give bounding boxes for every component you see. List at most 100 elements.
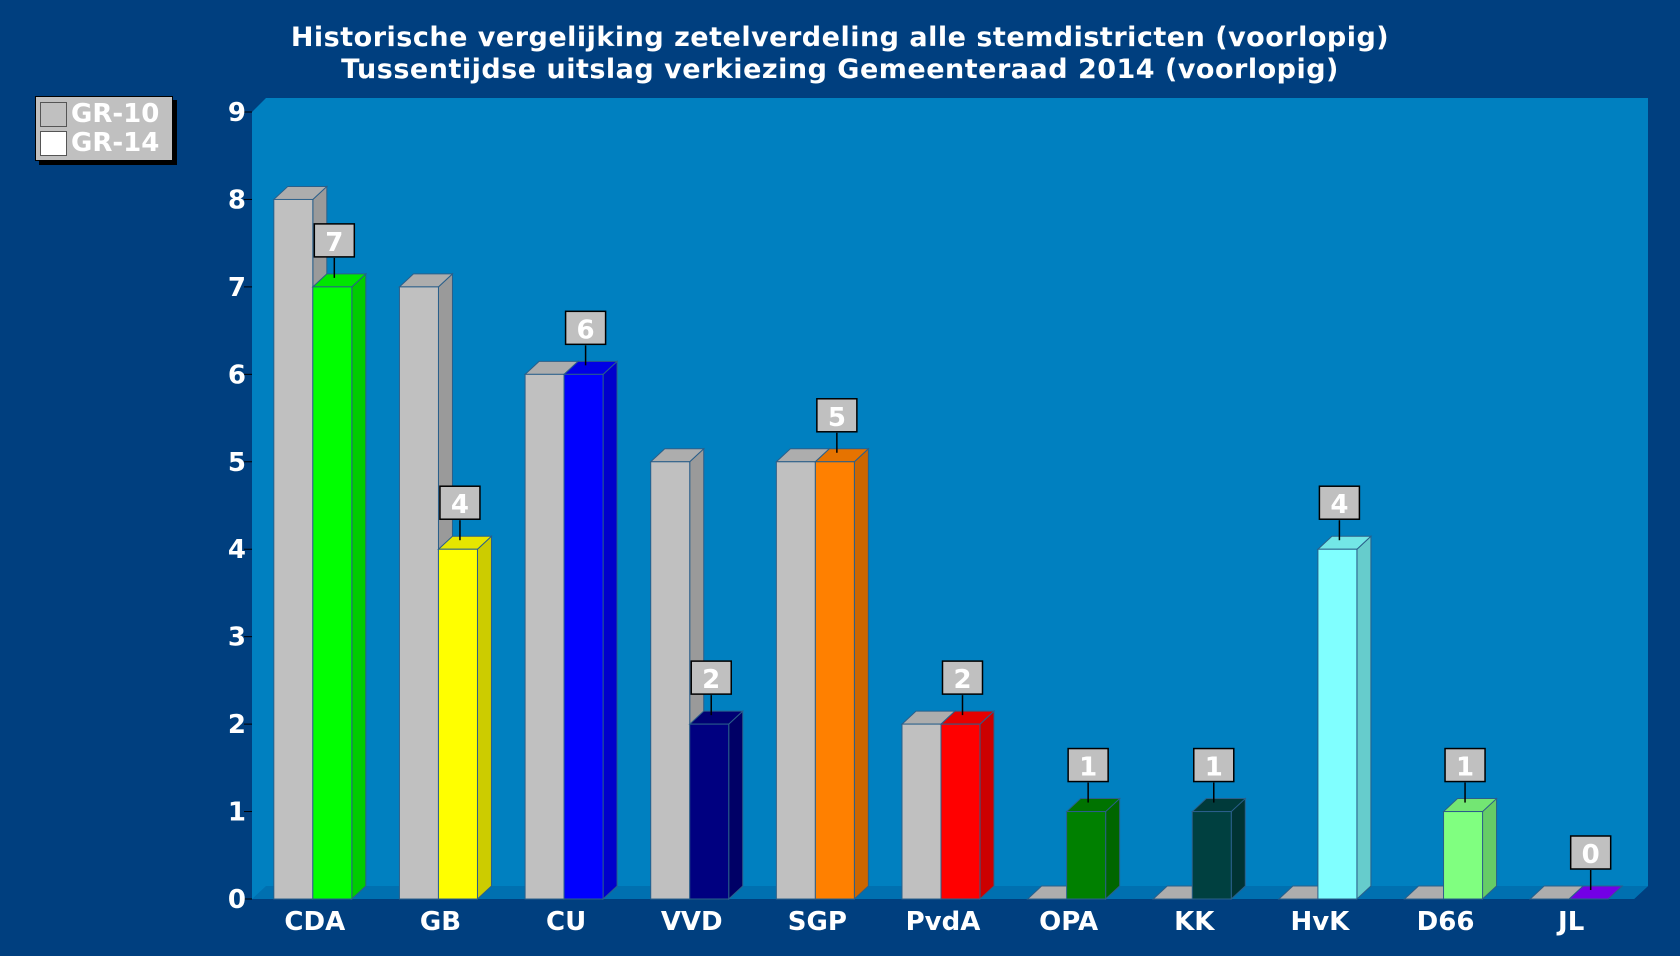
x-tick-label-kk: KK — [1174, 907, 1215, 937]
bar-gr14-jl-top — [1567, 885, 1624, 900]
legend-swatch-gr14 — [40, 130, 67, 156]
bar-gr14-opa-front — [1066, 811, 1107, 900]
legend-swatch-gr10 — [40, 101, 67, 127]
data-label-box — [1444, 747, 1486, 783]
bar-gr14-kk-front — [1191, 811, 1232, 900]
data-label-box — [1067, 747, 1109, 783]
data-label-value: 0 — [1582, 840, 1600, 870]
legend-label-gr14: GR-14 — [71, 128, 160, 158]
bar-gr14-d66 — [1442, 797, 1498, 901]
data-label-box — [439, 485, 481, 520]
data-label-value: 1 — [1456, 753, 1474, 783]
y-tick-label: 3 — [228, 623, 246, 653]
bar-gr14-gb-side — [476, 535, 492, 901]
data-labels: 7 4 6 2 5 2 1 1 4 1 0 — [313, 223, 1612, 890]
bar-gr14-vvd — [688, 709, 745, 901]
data-label-value: 4 — [1330, 490, 1348, 520]
y-tick-label: 4 — [228, 535, 246, 565]
bar-gr10-pvda-front — [901, 723, 942, 900]
x-tick-label-jl: JL — [1556, 907, 1584, 937]
legend: GR-10 GR-14 — [35, 96, 173, 161]
bar-gr14-cda — [311, 272, 368, 901]
data-label-value: 2 — [702, 665, 720, 695]
x-tick-label-opa: OPA — [1039, 907, 1098, 937]
legend-item-gr14: GR-14 — [40, 129, 159, 157]
bar-gr14-gb-front — [437, 548, 478, 900]
bar-gr14-sgp-front — [814, 461, 855, 900]
data-label-box — [941, 660, 984, 695]
bar-gr14-cda-front — [312, 286, 353, 900]
chart-subtitle: Tussentijdse uitslag verkiezing Gemeente… — [341, 54, 1339, 85]
data-label-value: 2 — [953, 665, 971, 695]
x-tick-label-vvd: VVD — [661, 907, 723, 937]
x-tick-label-gb: GB — [420, 907, 461, 937]
bar-gr14-cda-side — [351, 272, 367, 901]
x-tick-label-sgp: SGP — [788, 907, 847, 937]
bar-gr14-pvda-front — [940, 723, 981, 900]
data-label-box — [816, 398, 858, 433]
y-tick-label: 5 — [228, 448, 246, 478]
data-label-box — [1318, 485, 1361, 520]
data-label-d66: 1 — [1444, 747, 1486, 803]
data-label-box — [313, 223, 356, 258]
legend-item-gr10: GR-10 — [40, 100, 159, 128]
bar-gr14-kk-side — [1230, 797, 1246, 901]
data-label-sgp: 5 — [816, 398, 858, 453]
data-label-hvk: 4 — [1318, 485, 1361, 541]
bar-gr14-pvda — [939, 709, 996, 901]
bar-gr10-vvd-front — [650, 461, 691, 900]
bar-gr10-sgp-front — [775, 461, 816, 900]
data-label-gb: 4 — [439, 485, 481, 541]
data-label-pvda: 2 — [941, 660, 984, 716]
bar-gr14-pvda-side — [979, 709, 995, 901]
bar-gr14-d66-side — [1482, 797, 1498, 901]
data-label-cu: 6 — [564, 310, 607, 366]
y-tick-label: 6 — [228, 360, 246, 390]
bar-gr14-vvd-side — [728, 709, 744, 901]
data-label-value: 5 — [828, 403, 846, 433]
bar-gr10-cda-front — [273, 198, 314, 900]
bar-gr14-cu-front — [563, 373, 604, 900]
data-label-box — [1193, 747, 1235, 783]
bar-gr14-jl — [1567, 885, 1624, 900]
bar-gr14-opa-side — [1105, 797, 1121, 901]
bar-gr10-gb — [398, 272, 454, 901]
x-tick-label-pvda: PvdA — [906, 907, 981, 937]
x-tick-label-cda: CDA — [284, 907, 345, 937]
data-label-jl: 0 — [1569, 835, 1612, 890]
bar-gr14-vvd-front — [689, 723, 730, 900]
data-label-box — [690, 660, 732, 695]
bar-gr14-d66-front — [1443, 811, 1484, 900]
data-label-value: 4 — [451, 490, 469, 520]
bar-gr14-hvk-side — [1356, 535, 1372, 901]
x-tick-label-hvk: HvK — [1290, 907, 1350, 937]
bar-gr14-kk — [1190, 797, 1247, 901]
y-tick-label: 2 — [228, 710, 246, 740]
bar-gr14-sgp — [814, 447, 870, 901]
data-label-value: 7 — [325, 228, 343, 258]
bar-gr14-hvk — [1316, 535, 1373, 901]
x-axis: CDA GB CU VVD SGP PvdA OPA KK HvK D66 JL — [284, 907, 1584, 937]
bar-gr10-gb-front — [398, 286, 439, 900]
bar-gr14-sgp-side — [853, 447, 869, 901]
bar-gr14-opa — [1065, 797, 1121, 901]
y-axis: 0 1 2 3 4 5 6 7 8 9 — [228, 98, 252, 915]
bar-gr14-cu — [562, 360, 619, 901]
bar-gr14-gb — [437, 535, 493, 901]
legend-label-gr10: GR-10 — [71, 99, 160, 129]
y-tick-label: 8 — [228, 185, 246, 215]
y-tick-label: 0 — [228, 885, 246, 915]
y-tick-label: 7 — [228, 273, 246, 303]
y-tick-label: 1 — [228, 798, 246, 828]
chart-title: Historische vergelijking zetelverdeling … — [290, 22, 1390, 53]
data-label-vvd: 2 — [690, 660, 732, 716]
bar-gr10-cu-front — [524, 373, 565, 900]
data-label-opa: 1 — [1067, 747, 1109, 803]
data-label-value: 6 — [577, 315, 595, 345]
y-tick-label: 9 — [228, 98, 246, 128]
data-label-kk: 1 — [1193, 747, 1235, 803]
data-label-box — [564, 310, 607, 346]
bar-gr14-cu-side — [602, 360, 618, 901]
